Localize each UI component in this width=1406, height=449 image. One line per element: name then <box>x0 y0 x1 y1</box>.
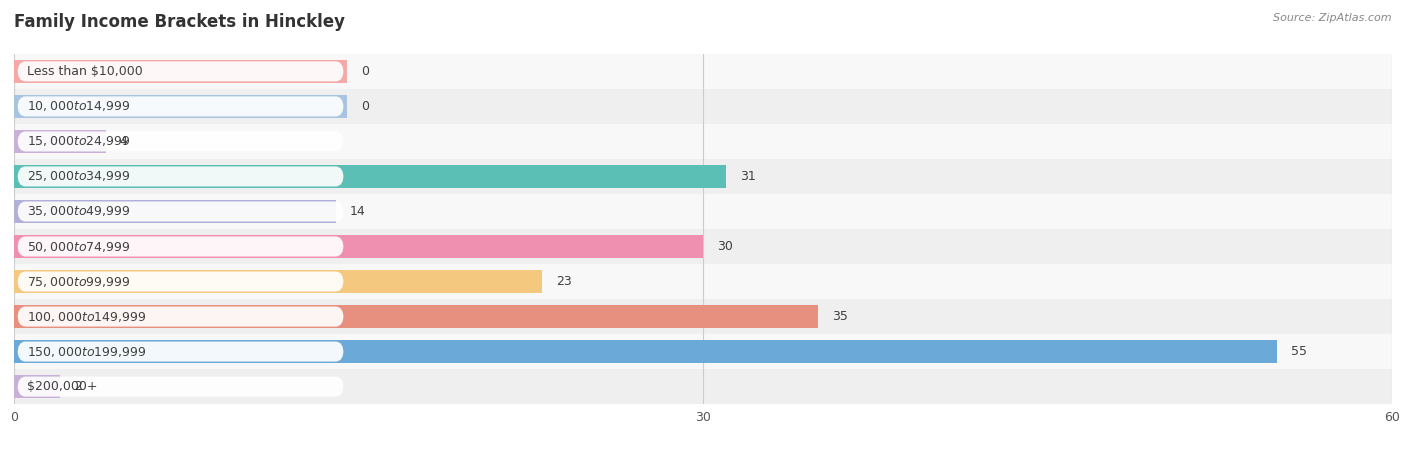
Text: 31: 31 <box>740 170 755 183</box>
Text: $75,000 to $99,999: $75,000 to $99,999 <box>27 274 131 289</box>
FancyBboxPatch shape <box>17 272 343 291</box>
Text: 35: 35 <box>831 310 848 323</box>
Text: $35,000 to $49,999: $35,000 to $49,999 <box>27 204 131 219</box>
FancyBboxPatch shape <box>17 167 343 186</box>
Bar <box>14 375 60 398</box>
Bar <box>14 95 347 118</box>
Text: 30: 30 <box>717 240 733 253</box>
FancyBboxPatch shape <box>17 202 343 221</box>
Text: $15,000 to $24,999: $15,000 to $24,999 <box>27 134 131 149</box>
Bar <box>14 305 818 328</box>
Bar <box>14 194 1392 229</box>
Text: 4: 4 <box>120 135 128 148</box>
Text: $150,000 to $199,999: $150,000 to $199,999 <box>27 344 146 359</box>
Text: 23: 23 <box>555 275 572 288</box>
Text: 0: 0 <box>361 65 368 78</box>
FancyBboxPatch shape <box>17 342 343 361</box>
Text: 2: 2 <box>73 380 82 393</box>
Bar <box>14 54 1392 89</box>
FancyBboxPatch shape <box>17 132 343 151</box>
Bar <box>14 299 1392 334</box>
Bar <box>14 130 105 153</box>
Bar <box>14 334 1392 369</box>
Text: 55: 55 <box>1291 345 1308 358</box>
Bar <box>14 89 1392 124</box>
Bar <box>14 270 543 293</box>
Bar <box>14 159 1392 194</box>
Text: $25,000 to $34,999: $25,000 to $34,999 <box>27 169 131 184</box>
FancyBboxPatch shape <box>17 307 343 326</box>
Text: $50,000 to $74,999: $50,000 to $74,999 <box>27 239 131 254</box>
Bar <box>14 200 336 223</box>
FancyBboxPatch shape <box>17 62 343 81</box>
Bar <box>14 235 703 258</box>
Bar <box>14 124 1392 159</box>
Bar <box>14 60 347 83</box>
FancyBboxPatch shape <box>17 237 343 256</box>
FancyBboxPatch shape <box>17 377 343 396</box>
FancyBboxPatch shape <box>17 97 343 116</box>
Bar <box>14 264 1392 299</box>
Text: Less than $10,000: Less than $10,000 <box>27 65 142 78</box>
Bar <box>14 229 1392 264</box>
Text: 14: 14 <box>349 205 366 218</box>
Bar <box>14 165 725 188</box>
Bar <box>14 369 1392 404</box>
Text: $200,000+: $200,000+ <box>27 380 97 393</box>
Text: 0: 0 <box>361 100 368 113</box>
Bar <box>14 340 1277 363</box>
Text: Source: ZipAtlas.com: Source: ZipAtlas.com <box>1274 13 1392 23</box>
Text: $100,000 to $149,999: $100,000 to $149,999 <box>27 309 146 324</box>
Text: $10,000 to $14,999: $10,000 to $14,999 <box>27 99 131 114</box>
Text: Family Income Brackets in Hinckley: Family Income Brackets in Hinckley <box>14 13 344 31</box>
